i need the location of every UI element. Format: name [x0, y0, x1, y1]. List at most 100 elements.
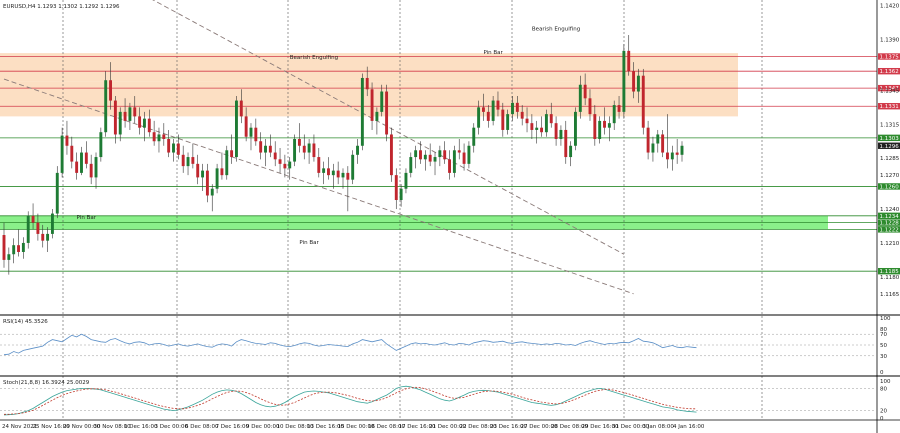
candle-body: [351, 154, 355, 180]
candle: [399, 184, 403, 207]
candle-body: [491, 100, 495, 121]
candle: [89, 154, 93, 185]
x-tick-12: 16 Dec 08:00: [368, 424, 405, 430]
x-tick-8: 9 Dec 00:00: [246, 424, 280, 430]
candle-body: [239, 100, 243, 117]
candle: [496, 91, 500, 117]
annotation-4: Pin Bar: [299, 240, 319, 246]
candle-body: [181, 154, 185, 167]
candle: [433, 152, 437, 176]
candle: [249, 123, 253, 151]
candle: [636, 68, 640, 103]
candle: [327, 157, 330, 180]
candle: [559, 125, 563, 146]
candle-body: [268, 145, 272, 153]
candle-body: [612, 105, 616, 124]
candle-body: [167, 138, 171, 153]
candle-body: [443, 150, 447, 160]
hline-label-bg-10: [878, 267, 900, 275]
hline-label-bg-0: [878, 53, 900, 60]
stoch-k-line: [3, 385, 697, 416]
candle: [346, 166, 350, 212]
candle: [254, 118, 258, 146]
annotation-3: Pin Bar: [77, 215, 97, 221]
candle-body: [138, 116, 142, 128]
hline-label-8: 1.1228: [880, 221, 900, 227]
candle-body: [196, 163, 200, 178]
candle-body: [201, 170, 205, 178]
candle: [60, 127, 64, 178]
candle: [467, 141, 471, 169]
candle-body: [225, 150, 229, 176]
x-tick-4: 1 Dec 16:00: [124, 424, 158, 430]
candle: [670, 145, 674, 171]
candle-body: [603, 120, 606, 128]
candle: [172, 138, 175, 162]
candle: [627, 35, 631, 76]
candle: [17, 229, 20, 257]
candle-body: [75, 161, 79, 173]
candle: [322, 161, 326, 185]
candle: [530, 114, 534, 139]
candle: [641, 68, 645, 135]
hline-label-bg-7: [878, 212, 900, 220]
candle: [181, 145, 185, 173]
candle-body: [278, 159, 282, 164]
candle: [80, 146, 83, 176]
candle-body: [651, 143, 655, 153]
candle: [428, 143, 432, 167]
candle: [612, 100, 616, 130]
candle-body: [486, 111, 490, 121]
candle-body: [60, 135, 64, 173]
candle: [360, 73, 364, 151]
candle: [549, 102, 553, 128]
candle-body: [564, 129, 568, 158]
candle-body: [152, 132, 156, 142]
candle: [7, 247, 11, 275]
candle: [419, 141, 422, 164]
candle: [356, 138, 359, 164]
candle: [443, 141, 447, 164]
candle: [370, 82, 374, 130]
candle: [244, 107, 248, 142]
candle-body: [322, 168, 326, 173]
candle-body: [632, 71, 636, 92]
candle-body: [235, 100, 238, 158]
candle-body: [307, 143, 311, 153]
candle-body: [380, 91, 384, 112]
candle: [375, 107, 379, 135]
candle-body: [162, 134, 166, 139]
candle-body: [457, 150, 461, 153]
candle: [448, 150, 451, 180]
x-tick-17: 27 Dec 00:00: [521, 424, 558, 430]
x-tick-11: 15 Dec 00:00: [338, 424, 375, 430]
candle-body: [55, 172, 59, 214]
candle: [564, 120, 568, 164]
candle: [365, 66, 369, 97]
candle-body: [438, 150, 442, 158]
candle: [50, 209, 54, 239]
candle-body: [617, 105, 621, 112]
candle-body: [588, 98, 592, 115]
candle-body: [462, 152, 466, 164]
candle: [210, 184, 214, 212]
candle-body: [414, 150, 418, 158]
hline-label-2: 1.1347: [880, 86, 900, 92]
candle: [593, 105, 597, 146]
rsi-tick-5: 0: [880, 370, 884, 376]
candle-body: [118, 111, 122, 135]
annotation-1: Pin Bar: [483, 50, 503, 56]
rsi-tick-4: 30: [880, 354, 887, 360]
candle-body: [176, 143, 180, 155]
candle-body: [520, 111, 524, 119]
candle-body: [525, 118, 529, 124]
candle: [477, 100, 481, 135]
candle-body: [356, 145, 359, 155]
candle-body: [273, 152, 277, 160]
hline-label-7: 1.1234: [880, 214, 900, 220]
candle-body: [293, 138, 297, 162]
x-tick-18: 28 Dec 08:00: [551, 424, 588, 430]
candle: [26, 211, 30, 249]
y-tick-3: 1.1315: [880, 122, 900, 128]
